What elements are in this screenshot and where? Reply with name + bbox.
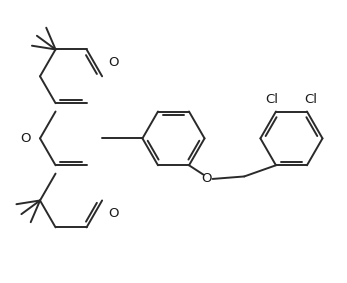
Text: Cl: Cl	[304, 93, 317, 106]
Text: O: O	[108, 207, 119, 220]
Text: O: O	[20, 132, 31, 145]
Text: Cl: Cl	[266, 93, 279, 106]
Text: O: O	[108, 56, 119, 69]
Text: O: O	[201, 172, 212, 185]
